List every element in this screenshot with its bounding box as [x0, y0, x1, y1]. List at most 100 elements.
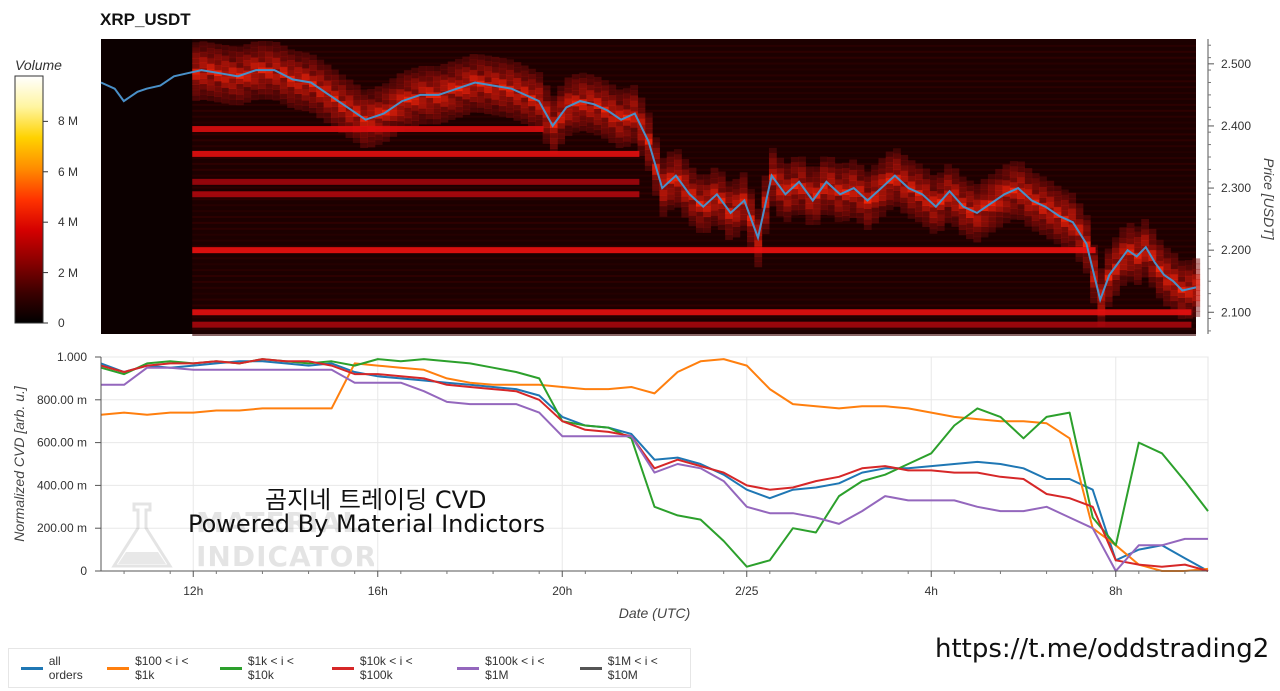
heatmap-cell — [389, 83, 398, 90]
heatmap-cell — [944, 211, 952, 218]
heatmap-cell — [250, 52, 259, 58]
heatmap-cell — [856, 201, 865, 208]
heatmap-cell — [1090, 281, 1098, 288]
heatmap-cell — [936, 183, 945, 189]
heatmap-cell — [681, 164, 690, 171]
heatmap-cell — [557, 85, 566, 92]
heatmap-cell — [790, 156, 799, 163]
heatmap-cell — [403, 86, 412, 92]
colorbar — [14, 75, 44, 324]
heatmap-cell — [418, 65, 427, 72]
heatmap-cell — [323, 80, 332, 87]
heatmap-cell — [739, 172, 748, 179]
heatmap-cell — [1104, 248, 1113, 255]
heatmap-cell — [987, 210, 996, 217]
heatmap-cell — [1177, 297, 1186, 304]
heatmap-cell — [243, 49, 252, 56]
cvd-series-line — [100, 360, 1209, 572]
heatmap-cell — [352, 137, 361, 144]
legend-item[interactable]: $100k < i < $1M — [457, 654, 570, 682]
heatmap-cell — [827, 209, 836, 216]
heatmap-cell — [666, 172, 675, 179]
heatmap-cell — [528, 79, 536, 86]
heatmap-cell — [695, 206, 704, 212]
heatmap-cell — [1126, 238, 1135, 245]
heatmap-cell — [893, 158, 901, 165]
heatmap-level-stripe — [192, 80, 1196, 83]
heatmap-cell — [1082, 251, 1091, 258]
heatmap-cell — [871, 170, 879, 176]
heatmap-cell — [462, 104, 471, 110]
heatmap-cell — [1097, 268, 1106, 275]
heatmap-cell — [725, 218, 733, 225]
heatmap-cell — [425, 71, 434, 77]
heatmap-cell — [367, 120, 376, 127]
heatmap-cell — [1141, 261, 1150, 267]
heatmap-cell — [250, 73, 259, 80]
heatmap-cell — [973, 231, 982, 238]
heatmap-cell — [980, 200, 989, 206]
heatmap-cell — [447, 114, 456, 121]
heatmap-cell — [674, 164, 682, 171]
legend-item[interactable]: $1k < i < $10k — [220, 654, 322, 682]
legend-swatch — [457, 666, 480, 670]
heatmap-cell — [1068, 203, 1077, 210]
heatmap-cell — [958, 176, 967, 183]
heatmap-cell — [272, 47, 281, 54]
heatmap-cell — [995, 200, 1004, 207]
heatmap-cell — [557, 133, 566, 140]
heatmap-cell — [309, 59, 317, 66]
legend-item[interactable]: $10k < i < $100k — [332, 654, 447, 682]
telegram-link[interactable]: https://t.me/oddstrading2 — [935, 634, 1270, 664]
legend-label: $100 < i < $1k — [135, 654, 189, 682]
liquidity-band — [192, 321, 1192, 328]
legend-item[interactable]: $100 < i < $1k — [107, 654, 210, 682]
heatmap-cell — [1133, 263, 1142, 270]
heatmap-cell — [601, 117, 609, 123]
heatmap-cell — [1112, 258, 1120, 265]
heatmap-cell — [1024, 210, 1033, 217]
legend-item[interactable]: $1M < i < $10M — [580, 654, 690, 682]
heatmap-cell — [951, 178, 960, 185]
heatmap-cell — [323, 101, 332, 108]
heatmap-cell — [739, 203, 748, 210]
heatmap-cell — [535, 109, 544, 115]
heatmap-cell — [1075, 240, 1084, 247]
heatmap-cell — [382, 83, 390, 90]
liquidity-band — [192, 126, 544, 133]
heatmap-cell — [798, 156, 806, 163]
heatmap-cell — [520, 81, 529, 88]
legend-item[interactable]: all orders — [21, 654, 97, 682]
heatmap-cell — [1053, 227, 1062, 234]
heatmap-cell — [688, 199, 697, 206]
heatmap-cell — [469, 69, 478, 76]
heatmap-cell — [805, 182, 814, 189]
heatmap-cell — [1024, 178, 1033, 185]
heatmap-cell — [513, 72, 522, 79]
heatmap-cell — [476, 86, 485, 92]
cvd-x-tick-label: 16h — [368, 584, 388, 598]
heatmap-cell — [790, 204, 799, 211]
heatmap-cell — [601, 127, 609, 134]
heatmap-cell — [389, 109, 398, 116]
colorbar-tick-label: 6 M — [58, 164, 79, 179]
cvd-x-tick-label: 12h — [183, 584, 203, 598]
heatmap-cell — [1082, 267, 1091, 274]
cvd-y-tick-label: 400.00 m — [37, 478, 87, 492]
heatmap-cell — [1177, 276, 1186, 283]
heatmap-cell — [644, 117, 653, 124]
heatmap-cell — [586, 127, 595, 133]
heatmap-cell — [681, 174, 690, 181]
heatmap-cell — [301, 100, 310, 106]
heatmap-cell — [1133, 226, 1142, 233]
heatmap-cell — [513, 77, 522, 84]
heatmap-cell — [929, 217, 938, 224]
heatmap-cell — [1017, 203, 1025, 210]
heatmap-cell — [528, 116, 536, 123]
heatmap-cell — [1075, 234, 1084, 241]
heatmap-cell — [820, 172, 828, 179]
heatmap-cell — [221, 82, 230, 88]
heatmap-cell — [776, 168, 785, 175]
heatmap-cell — [622, 93, 631, 100]
heatmap-cell — [790, 167, 799, 174]
